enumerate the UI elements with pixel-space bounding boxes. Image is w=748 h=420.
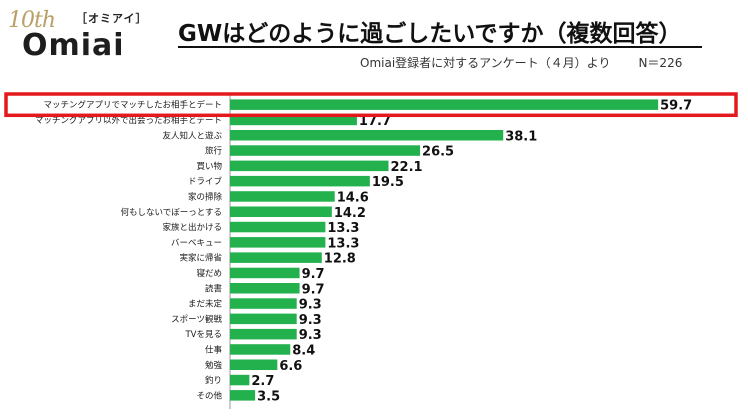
- category-label: マッチングアプリ以外で出会ったお相手とデート: [35, 115, 222, 126]
- logo-kana: ［オミアイ］: [76, 12, 148, 25]
- bar: [230, 160, 389, 172]
- anniversary-mark: 10th: [8, 8, 56, 33]
- data-label: 26.5: [422, 145, 454, 160]
- omiai-logo: 10th ［オミアイ］ Omiai: [8, 4, 148, 66]
- bar: [230, 114, 357, 126]
- data-label: 17.7: [359, 114, 391, 129]
- category-label: 友人知人と遊ぶ: [162, 130, 222, 141]
- bar: [230, 344, 291, 355]
- category-label: 釣り: [205, 375, 222, 386]
- bar: [230, 221, 326, 233]
- bar: [230, 237, 326, 248]
- highlight-box: [4, 92, 738, 118]
- bar: [230, 283, 300, 294]
- data-label: 22.1: [390, 160, 422, 175]
- data-label: 8.4: [292, 343, 315, 358]
- bar: [230, 99, 659, 110]
- category-label: ドライブ: [188, 176, 223, 187]
- bar: [230, 175, 370, 187]
- data-label: 59.7: [660, 99, 692, 114]
- category-label: TVを見る: [184, 330, 222, 340]
- data-label: 9.7: [302, 282, 325, 297]
- category-label: 家族と出かける: [162, 222, 222, 233]
- category-label: 勉強: [205, 360, 223, 371]
- bar: [230, 298, 297, 309]
- title-underline: [178, 46, 702, 48]
- data-label: 38.1: [505, 129, 537, 144]
- bar: [230, 328, 297, 340]
- category-label: 旅行: [205, 146, 223, 157]
- survey-source: Omiai登録者に対するアンケート（４月）より: [360, 56, 611, 70]
- bar-chart: マッチングアプリでマッチしたお相手とデート 59.7 マッチングアプリ以外で出会った…: [4, 92, 738, 409]
- category-label: 読書: [205, 283, 223, 294]
- data-label: 14.6: [337, 190, 369, 205]
- bar: [230, 267, 300, 279]
- data-label: 6.6: [279, 359, 302, 374]
- category-label: 実家に帰省: [179, 253, 222, 264]
- data-label: 12.8: [324, 252, 356, 267]
- data-label: 13.3: [327, 221, 359, 236]
- data-label: 13.3: [327, 236, 359, 251]
- bar: [230, 374, 250, 386]
- category-label: 仕事: [205, 344, 223, 355]
- category-label: その他: [196, 390, 222, 401]
- data-label: 9.3: [299, 328, 322, 343]
- bar: [230, 191, 335, 202]
- data-label: 9.3: [299, 313, 322, 328]
- category-label: 寝だめ: [196, 268, 222, 279]
- sample-size: N＝226: [638, 56, 683, 70]
- data-label: 2.7: [251, 374, 274, 389]
- category-label: マッチングアプリでマッチしたお相手とデート: [43, 100, 222, 111]
- data-label: 19.5: [372, 175, 404, 190]
- category-label: 買い物: [196, 161, 222, 172]
- data-label: 9.3: [299, 298, 322, 313]
- data-label: 9.7: [302, 267, 325, 282]
- bar: [230, 313, 297, 325]
- category-label: 家の掃除: [188, 191, 223, 202]
- bar: [230, 390, 256, 401]
- bar: [230, 130, 504, 141]
- brand-name: Omiai: [22, 28, 125, 63]
- category-label: まだ未定: [188, 299, 223, 310]
- chart-title: GWはどのように過ごしたいですか（複数回答）: [178, 21, 682, 47]
- data-label: 3.5: [257, 389, 280, 404]
- chart-subtitle: Omiai登録者に対するアンケート（４月）より N＝226: [360, 54, 682, 71]
- data-label: 14.2: [334, 206, 366, 221]
- bar: [230, 145, 421, 156]
- category-label: 何もしないでぼーっとする: [121, 207, 223, 218]
- bar: [230, 252, 322, 263]
- category-label: スポーツ観戦: [171, 314, 222, 325]
- bar: [230, 359, 278, 370]
- category-label: バーベキュー: [171, 238, 222, 248]
- bar: [230, 206, 332, 217]
